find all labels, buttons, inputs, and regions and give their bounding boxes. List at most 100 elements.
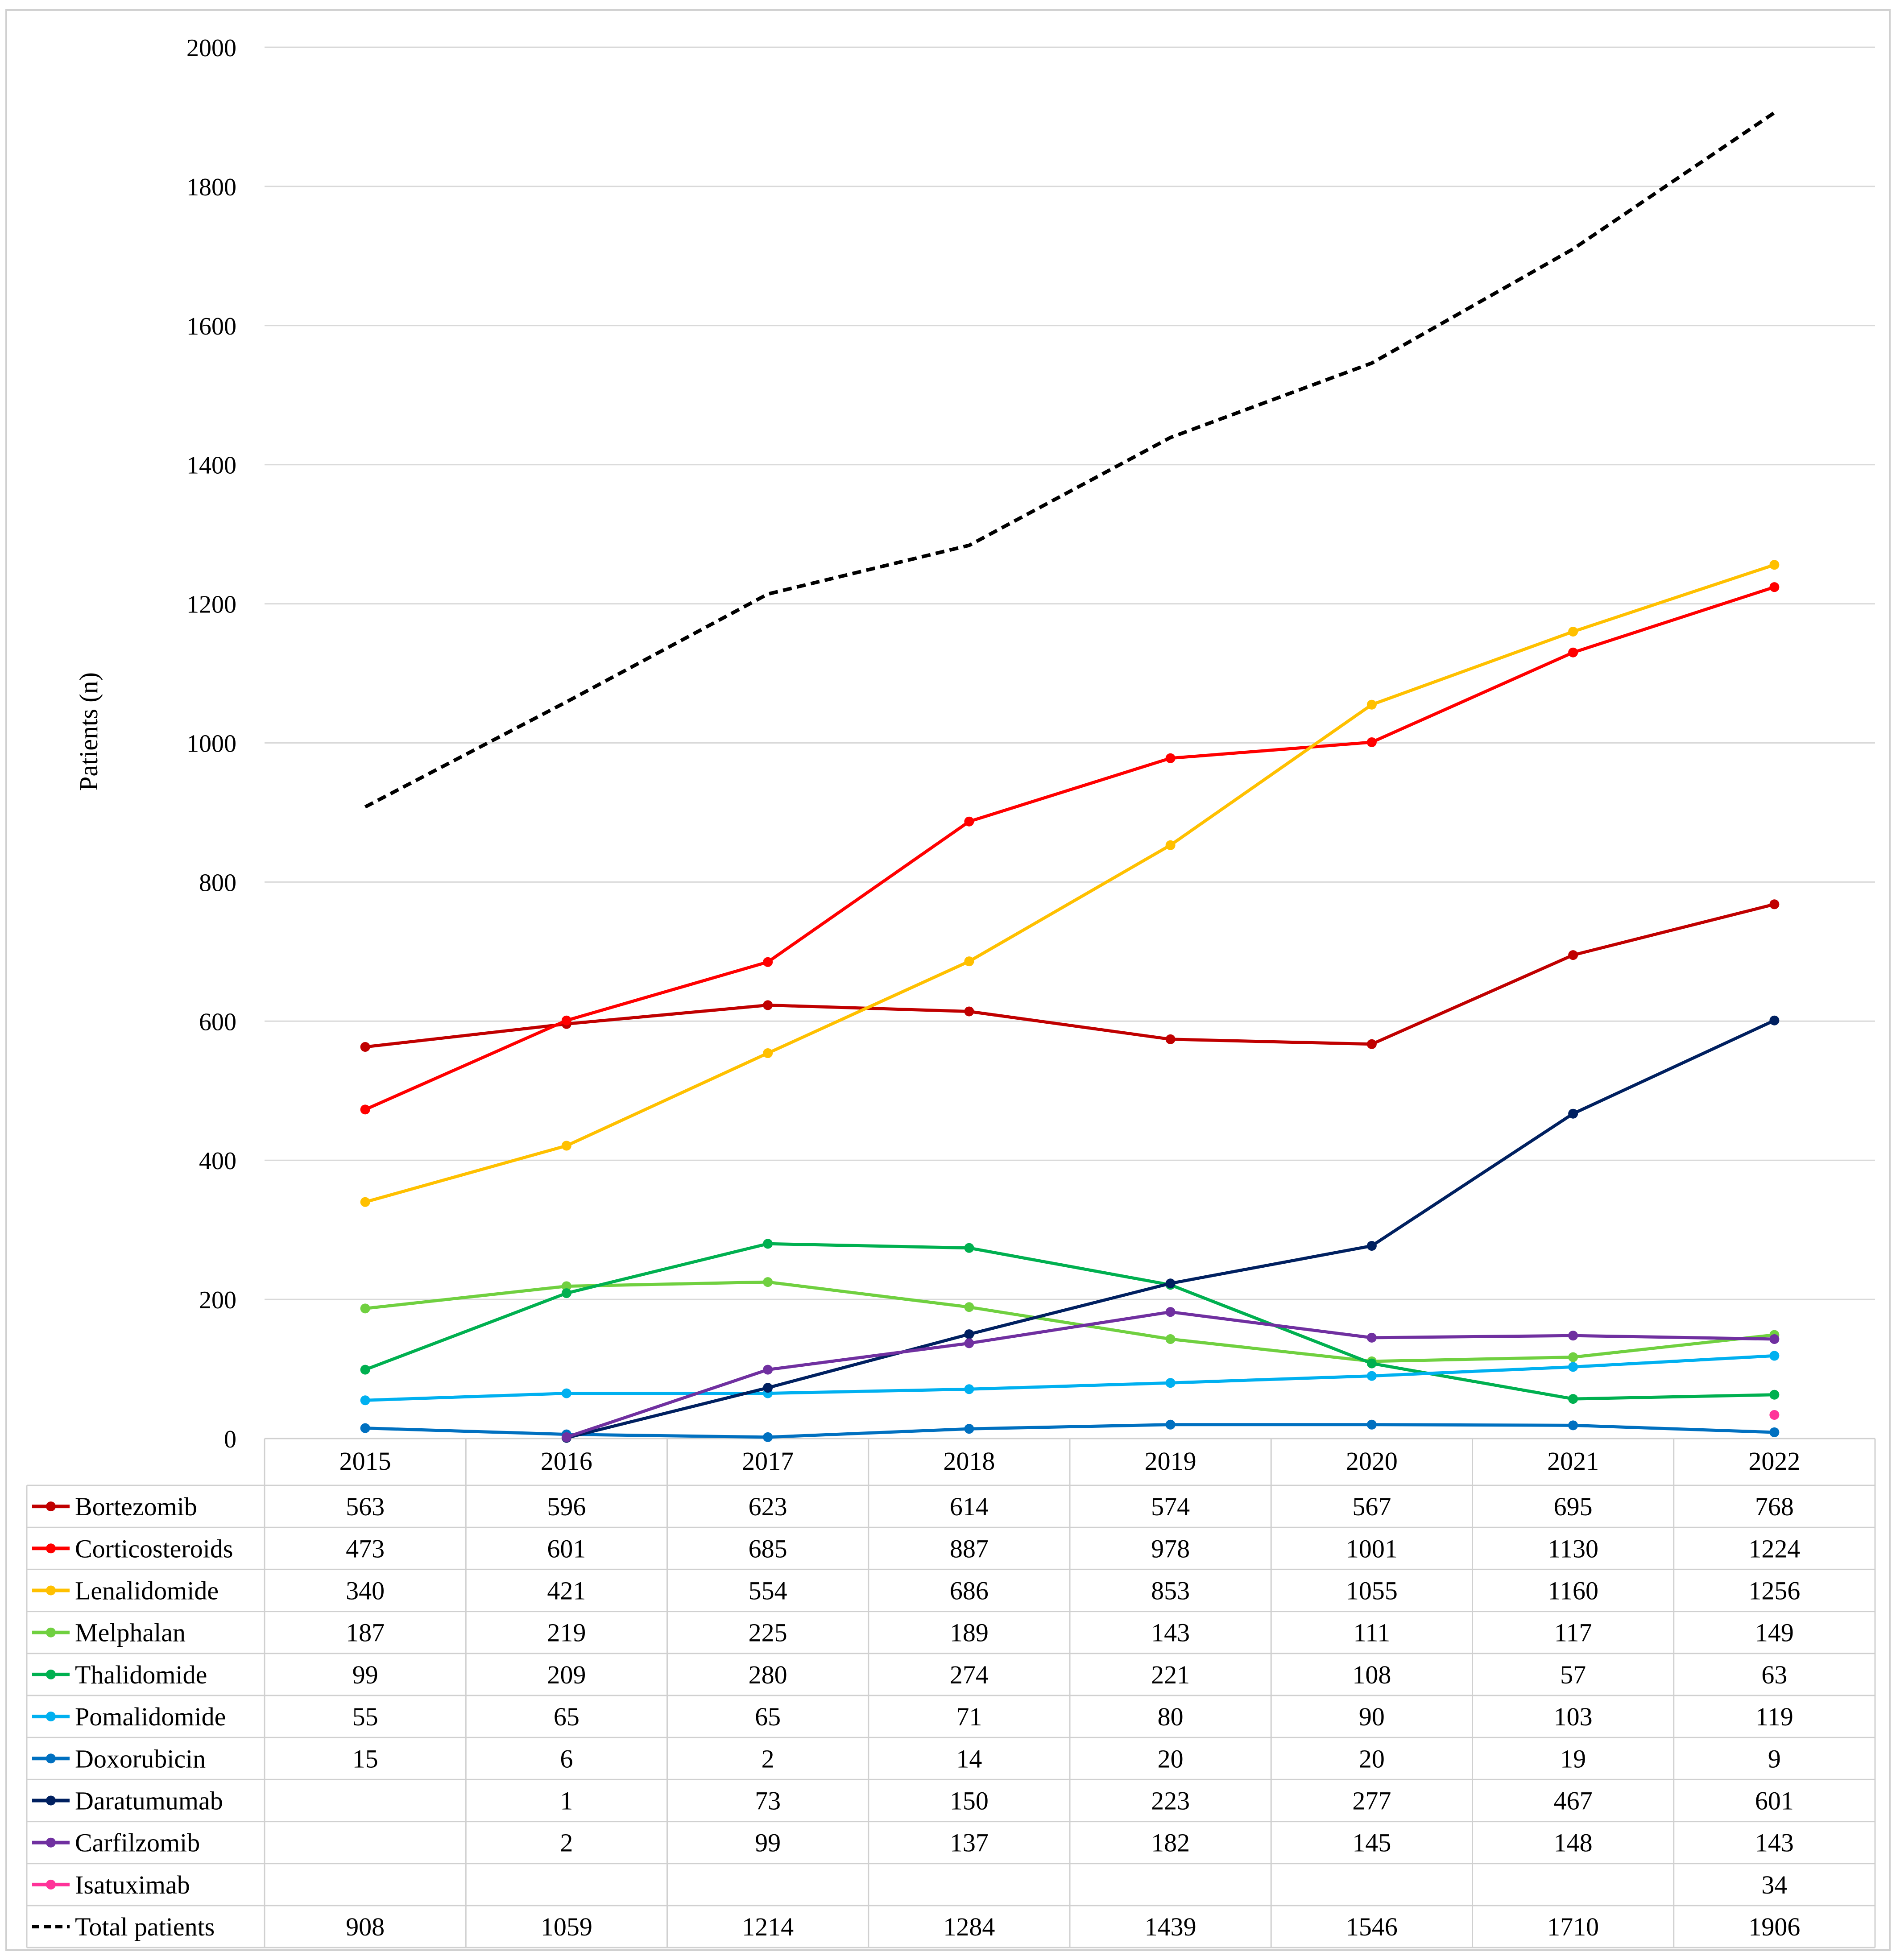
- data-point: [1165, 1419, 1176, 1430]
- table-cell-value: 2: [560, 1828, 573, 1857]
- legend-label: Doxorubicin: [75, 1744, 206, 1773]
- table-cell-value: 554: [749, 1576, 787, 1605]
- data-point: [964, 1329, 974, 1340]
- table-cell-value: 853: [1151, 1576, 1190, 1605]
- table-cell-value: 601: [547, 1534, 586, 1563]
- data-point: [1769, 1015, 1780, 1025]
- x-tick-label: 2018: [943, 1447, 995, 1476]
- data-point: [1769, 1427, 1780, 1437]
- data-point: [1769, 899, 1780, 910]
- data-point: [1165, 1378, 1176, 1388]
- data-point: [1366, 1039, 1377, 1049]
- table-cell-value: 119: [1755, 1702, 1793, 1731]
- data-point: [964, 1006, 974, 1017]
- legend-key-marker: [46, 1543, 56, 1554]
- data-point: [763, 1239, 773, 1249]
- data-point: [1366, 737, 1377, 747]
- data-point: [1366, 699, 1377, 710]
- data-point: [1568, 1331, 1578, 1341]
- legend-label: Melphalan: [75, 1618, 186, 1647]
- table-cell-value: 145: [1352, 1828, 1391, 1857]
- data-point: [964, 956, 974, 967]
- y-tick-label: 1400: [186, 452, 236, 480]
- legend-key-marker: [46, 1753, 56, 1764]
- table-cell-value: 189: [950, 1618, 989, 1647]
- data-point: [1165, 1034, 1176, 1044]
- table-cell-value: 1: [560, 1786, 573, 1815]
- table-cell-value: 65: [554, 1702, 580, 1731]
- series-carfilzomib: [561, 1307, 1780, 1442]
- table-cell-value: 182: [1151, 1828, 1190, 1857]
- data-point: [1366, 1419, 1377, 1430]
- table-cell-value: 274: [950, 1660, 989, 1689]
- table-cell-value: 1055: [1346, 1576, 1398, 1605]
- table-cell-value: 1710: [1547, 1912, 1599, 1941]
- table-cell-value: 574: [1151, 1492, 1190, 1521]
- data-point: [1769, 1351, 1780, 1361]
- x-tick-label: 2015: [339, 1447, 391, 1476]
- table-cell-value: 80: [1158, 1702, 1184, 1731]
- table-cell-value: 685: [749, 1534, 787, 1563]
- data-point: [763, 1000, 773, 1010]
- y-tick-label: 0: [224, 1426, 236, 1453]
- data-point: [360, 1423, 370, 1433]
- series-line: [364, 585, 1775, 1111]
- data-point: [561, 1141, 571, 1151]
- table-cell-value: 99: [352, 1660, 378, 1689]
- data-point: [1366, 1332, 1377, 1343]
- data-point: [964, 1302, 974, 1312]
- y-tick-label: 400: [199, 1147, 236, 1175]
- table-cell-value: 1439: [1145, 1912, 1196, 1941]
- table-cell-value: 280: [749, 1660, 787, 1689]
- data-point: [763, 1048, 773, 1059]
- table-cell-value: 563: [346, 1492, 385, 1521]
- table-cell-value: 277: [1352, 1786, 1391, 1815]
- series-isatuximab: [1769, 1410, 1780, 1420]
- table-cell-value: 473: [346, 1534, 385, 1563]
- legend-key-marker: [46, 1501, 56, 1512]
- table-cell-value: 20: [1359, 1744, 1385, 1773]
- y-axis: 0 200 400 600 800 1000 1200 1400 1600 1800 2000: [186, 34, 236, 1453]
- data-point: [1165, 840, 1176, 850]
- table-cell-value: 6: [560, 1744, 573, 1773]
- table-cell-value: 221: [1151, 1660, 1190, 1689]
- data-point: [1568, 950, 1578, 960]
- data-point: [763, 957, 773, 967]
- table-cell-value: 601: [1755, 1786, 1794, 1815]
- table-cell-value: 421: [547, 1576, 586, 1605]
- data-point: [1366, 1241, 1377, 1251]
- table-cell-value: 20: [1158, 1744, 1184, 1773]
- data-point: [561, 1288, 571, 1298]
- legend-label: Corticosteroids: [75, 1534, 233, 1563]
- data-point: [1165, 1334, 1176, 1344]
- table-cell-value: 219: [547, 1618, 586, 1647]
- table-cell-value: 1256: [1748, 1576, 1800, 1605]
- series-lenalidomide: [360, 560, 1780, 1207]
- table-cell-value: 2: [762, 1744, 774, 1773]
- data-point: [964, 1243, 974, 1253]
- data-point: [763, 1277, 773, 1287]
- legend-key-marker: [46, 1837, 56, 1848]
- data-point: [964, 816, 974, 827]
- x-tick-label: 2016: [541, 1447, 592, 1476]
- y-tick-label: 1000: [186, 730, 236, 758]
- table-cell-value: 71: [956, 1702, 982, 1731]
- series-lines: [360, 111, 1780, 1443]
- data-point: [1165, 1307, 1176, 1317]
- data-point: [360, 1395, 370, 1406]
- table-cell-value: 1284: [943, 1912, 995, 1941]
- data-point: [1769, 582, 1780, 592]
- y-tick-label: 2000: [186, 34, 236, 62]
- legend-label: Isatuximab: [75, 1870, 190, 1899]
- data-point: [1769, 1389, 1780, 1400]
- chart-border: [5, 9, 1891, 1951]
- legend-key-marker: [46, 1669, 56, 1679]
- table-cell-value: 57: [1560, 1660, 1586, 1689]
- gridlines: [265, 46, 1875, 1300]
- table-cell-value: 19: [1560, 1744, 1586, 1773]
- table-cell-value: 90: [1359, 1702, 1385, 1731]
- data-table: 2015 2016 2017 2018 2019 2020 2021 2022Bortezom…: [26, 1438, 1876, 1948]
- data-point: [360, 1104, 370, 1115]
- legend-label: Daratumumab: [75, 1786, 223, 1815]
- table-cell-value: 887: [950, 1534, 989, 1563]
